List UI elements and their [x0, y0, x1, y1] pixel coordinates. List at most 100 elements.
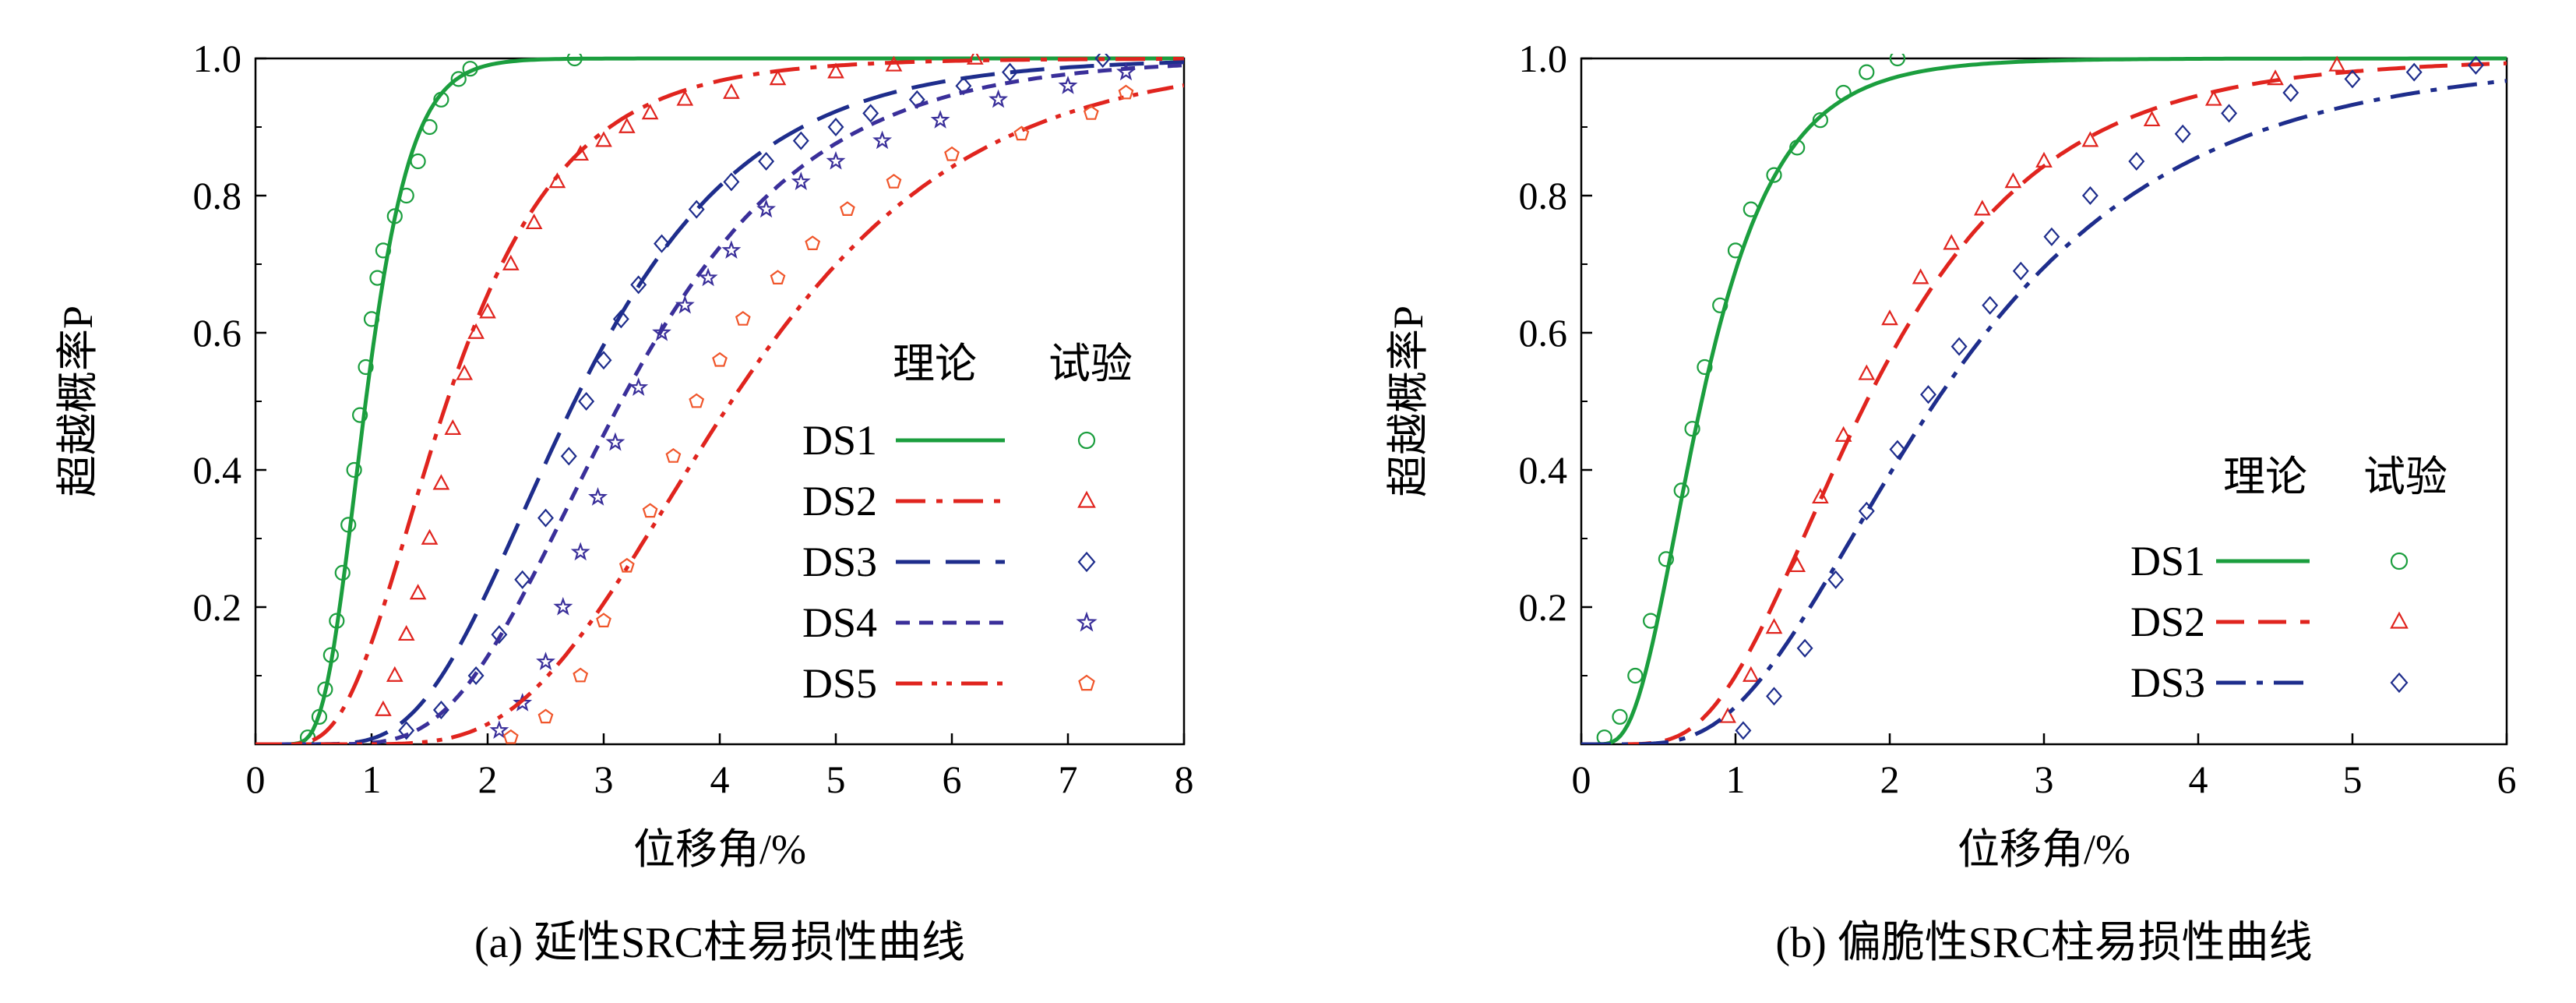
legend-marker-ds5 — [1078, 674, 1095, 691]
test-point-ds3 — [491, 625, 508, 645]
legend-header-theory: 理论 — [2223, 454, 2307, 500]
test-point-ds5 — [735, 311, 751, 326]
test-point-ds2 — [1765, 618, 1783, 634]
test-point-ds3 — [1002, 62, 1018, 82]
test-point-ds5 — [1118, 84, 1134, 100]
test-point-ds1 — [1743, 201, 1759, 217]
test-point-ds3 — [792, 131, 809, 150]
test-point-ds5 — [689, 393, 705, 408]
test-point-ds1 — [340, 517, 357, 533]
test-point-ds3 — [1796, 638, 1813, 658]
test-point-ds1 — [1612, 708, 1628, 725]
test-point-ds3 — [688, 200, 705, 219]
test-point-ds1 — [329, 613, 345, 629]
test-point-ds2 — [1943, 234, 1961, 250]
test-point-ds4 — [489, 720, 509, 740]
legend-marker-ds2 — [1077, 490, 1096, 508]
y-tick-label: 1.0 — [193, 37, 242, 80]
test-point-ds5 — [944, 146, 960, 161]
curve-ds1 — [1581, 56, 2507, 744]
x-axis-title: 位移角/% — [633, 826, 806, 873]
legend-header-theory: 理论 — [893, 341, 977, 387]
test-point-ds2 — [723, 83, 740, 99]
test-point-ds1 — [462, 61, 478, 77]
test-point-ds3 — [723, 172, 740, 192]
test-point-ds1 — [1658, 551, 1674, 567]
y-tick-label: 0.4 — [1519, 448, 1568, 492]
legend-marker-ds1 — [2390, 552, 2409, 570]
legend-marker-ds2 — [2390, 611, 2409, 629]
test-point-ds2 — [525, 213, 543, 230]
test-point-ds1 — [363, 311, 380, 327]
x-tick-label: 4 — [2189, 758, 2208, 801]
x-tick-label: 3 — [2035, 758, 2054, 801]
test-point-ds2 — [2143, 110, 2161, 127]
test-point-ds4 — [791, 171, 811, 190]
test-point-ds2 — [1742, 666, 1760, 682]
test-point-ds2 — [641, 104, 659, 120]
x-tick-label: 6 — [2497, 758, 2517, 801]
panel-caption: (a) 延性SRC柱易损性曲线 — [474, 919, 965, 967]
legend-marker-ds1 — [1077, 431, 1096, 450]
test-point-ds3 — [1889, 440, 1906, 459]
test-point-ds1 — [1712, 297, 1728, 313]
test-point-ds2 — [386, 666, 403, 682]
test-point-ds5 — [840, 201, 855, 216]
panel-caption: (b) 偏脆性SRC柱易损性曲线 — [1775, 919, 2312, 967]
test-point-ds3 — [1827, 570, 1845, 589]
test-point-ds4 — [570, 542, 590, 561]
plot-area — [255, 54, 1184, 744]
test-point-ds2 — [2267, 69, 2284, 86]
test-point-ds4 — [1058, 76, 1078, 94]
test-point-ds3 — [654, 234, 670, 253]
legend-label-ds4: DS4 — [802, 599, 877, 646]
test-point-ds3 — [2221, 104, 2238, 123]
test-point-ds3 — [1920, 385, 1936, 404]
panel-b: 0 1 2 3 4 5 6 0.2 0.4 0.6 0.8 1.0 位移角/% 超越概率P (b) 偏脆性S… — [1385, 37, 2517, 967]
test-point-ds1 — [352, 407, 368, 423]
x-tick-label: 0 — [1572, 758, 1591, 801]
test-point-ds5 — [665, 448, 682, 463]
test-point-ds3 — [1951, 337, 1968, 356]
legend-marker-ds3 — [2390, 672, 2409, 694]
y-tick-label: 0.2 — [1519, 585, 1568, 629]
test-point-ds3 — [2405, 62, 2423, 82]
test-point-ds3 — [827, 117, 844, 137]
test-point-ds5 — [642, 503, 658, 518]
test-point-ds2 — [375, 700, 392, 716]
test-point-ds4 — [605, 432, 625, 451]
test-point-ds2 — [2081, 131, 2099, 147]
test-point-ds3 — [630, 275, 647, 295]
legend-label-ds2: DS2 — [802, 478, 877, 524]
test-point-ds4 — [513, 693, 533, 712]
test-point-ds1 — [1596, 729, 1612, 744]
test-point-ds3 — [560, 447, 577, 466]
legend-label-ds3: DS3 — [2130, 659, 2205, 706]
x-tick-label: 5 — [826, 758, 846, 801]
test-point-ds3 — [2282, 83, 2299, 103]
test-point-ds1 — [1812, 112, 1828, 129]
test-point-ds4 — [1116, 62, 1136, 81]
y-axis-title: 超越概率P — [1385, 305, 1432, 497]
curve-ds5 — [255, 83, 1184, 744]
curve-ds4 — [255, 63, 1184, 744]
x-tick-label: 3 — [594, 758, 614, 801]
test-point-ds1 — [410, 153, 426, 170]
test-point-ds3 — [2128, 151, 2145, 171]
plot-frame — [1580, 57, 2508, 746]
x-axis-title: 位移角/% — [1958, 826, 2130, 873]
test-point-ds2 — [2035, 151, 2053, 168]
test-point-ds3 — [1982, 295, 1999, 315]
test-point-ds4 — [652, 322, 671, 341]
test-point-ds3 — [2344, 69, 2361, 89]
y-axis-title: 超越概率P — [55, 305, 101, 497]
x-tick-label: 8 — [1175, 758, 1194, 801]
test-point-ds5 — [573, 667, 589, 683]
test-point-ds3 — [2043, 227, 2060, 246]
x-tick-label: 5 — [2343, 758, 2363, 801]
legend-marker-ds4 — [1076, 611, 1098, 632]
test-point-ds1 — [1684, 421, 1700, 437]
test-point-ds4 — [872, 130, 893, 150]
x-tick-label: 4 — [710, 758, 730, 801]
